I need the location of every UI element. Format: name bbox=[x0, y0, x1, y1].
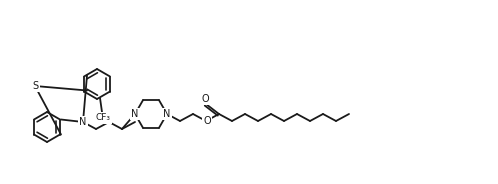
Text: N: N bbox=[79, 117, 87, 127]
Text: CF₃: CF₃ bbox=[96, 114, 111, 123]
Text: O: O bbox=[203, 116, 211, 126]
Text: N: N bbox=[131, 109, 138, 119]
Text: S: S bbox=[32, 81, 38, 91]
Text: O: O bbox=[201, 94, 209, 104]
Text: N: N bbox=[163, 109, 171, 119]
